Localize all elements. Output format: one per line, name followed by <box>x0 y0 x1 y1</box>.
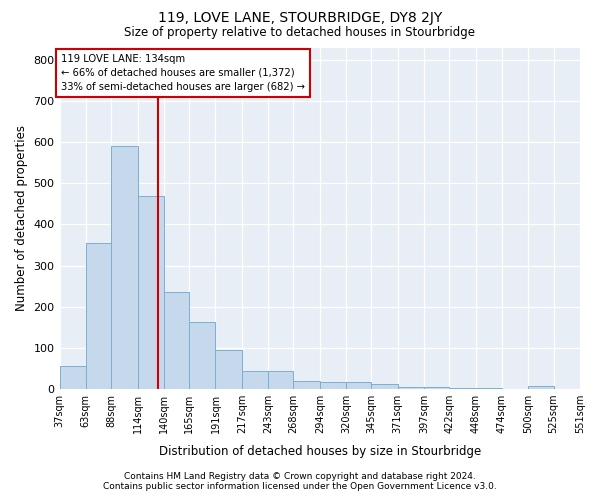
Bar <box>449 388 476 389</box>
Bar <box>424 388 449 389</box>
Bar <box>164 292 189 389</box>
Bar <box>268 370 293 389</box>
Bar <box>189 322 215 389</box>
Bar <box>320 382 346 389</box>
Bar <box>293 381 320 389</box>
Bar <box>137 196 164 389</box>
X-axis label: Distribution of detached houses by size in Stourbridge: Distribution of detached houses by size … <box>158 444 481 458</box>
Bar <box>346 382 371 389</box>
Bar <box>529 386 554 389</box>
Y-axis label: Number of detached properties: Number of detached properties <box>15 126 28 312</box>
Bar <box>242 370 268 389</box>
Bar <box>215 350 242 389</box>
Bar <box>111 146 137 389</box>
Text: 119, LOVE LANE, STOURBRIDGE, DY8 2JY: 119, LOVE LANE, STOURBRIDGE, DY8 2JY <box>158 11 442 25</box>
Bar <box>398 387 424 389</box>
Bar <box>476 388 502 389</box>
Text: 119 LOVE LANE: 134sqm
← 66% of detached houses are smaller (1,372)
33% of semi-d: 119 LOVE LANE: 134sqm ← 66% of detached … <box>61 54 305 92</box>
Bar <box>371 384 398 389</box>
Bar <box>86 243 111 389</box>
Bar <box>59 366 86 389</box>
Text: Contains HM Land Registry data © Crown copyright and database right 2024.
Contai: Contains HM Land Registry data © Crown c… <box>103 472 497 491</box>
Text: Size of property relative to detached houses in Stourbridge: Size of property relative to detached ho… <box>125 26 476 39</box>
